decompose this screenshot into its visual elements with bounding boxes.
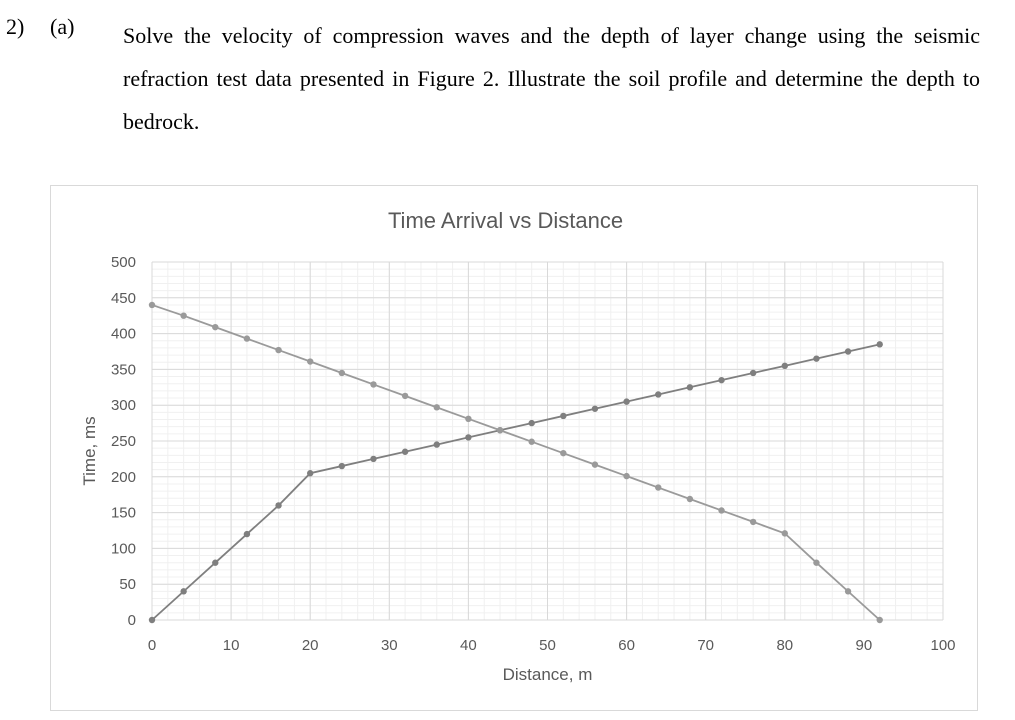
series-1-point xyxy=(465,434,472,441)
series-2-point xyxy=(813,559,820,566)
x-tick-label: 10 xyxy=(223,637,240,654)
series-1-point xyxy=(749,369,757,377)
series-1-point xyxy=(370,455,377,463)
question-text: Solve the velocity of compression waves … xyxy=(123,23,980,134)
series-2-point xyxy=(781,530,788,537)
series-2-point xyxy=(591,461,599,468)
y-tick-label: 150 xyxy=(111,505,136,522)
x-tick-label: 90 xyxy=(856,637,873,654)
x-tick-label: 80 xyxy=(776,637,793,654)
series-1-point xyxy=(528,419,535,427)
question-part: (a) xyxy=(50,14,75,39)
series-2-point xyxy=(496,427,504,434)
y-tick-label: 0 xyxy=(128,612,136,629)
series-2-point xyxy=(307,358,314,365)
series-2-point xyxy=(243,335,251,342)
x-tick-label: 70 xyxy=(697,637,714,654)
series-1-point xyxy=(623,398,630,405)
series-2-point xyxy=(370,381,377,388)
series-1-point xyxy=(655,391,662,398)
series-1-point xyxy=(212,559,219,566)
series-1-point xyxy=(401,448,409,455)
series-1-point xyxy=(718,376,725,384)
series-1-point xyxy=(307,470,314,477)
x-tick-label: 30 xyxy=(381,637,398,654)
question-number: 2) xyxy=(6,14,25,39)
y-tick-label: 100 xyxy=(111,540,136,557)
x-axis-label: Distance, m xyxy=(503,665,593,684)
series-2-point xyxy=(465,415,472,423)
series-1-point xyxy=(275,502,282,509)
series-2-point xyxy=(401,392,409,400)
series-2-point xyxy=(212,323,219,331)
y-tick-label: 250 xyxy=(111,433,136,450)
y-tick-label: 450 xyxy=(111,290,136,307)
time-distance-chart: 0 10 20 30 40 50 60 70 80 90 100 0 50 100 150 200 250 300… xyxy=(80,208,956,684)
series-2-point xyxy=(560,449,567,457)
series-2-point xyxy=(655,484,662,491)
x-tick-label: 50 xyxy=(539,637,556,654)
series-2-point xyxy=(433,404,440,411)
chart-title: Time Arrival vs Distance xyxy=(388,208,623,233)
y-tick-label: 500 xyxy=(111,254,136,271)
series-1-point xyxy=(148,616,156,624)
x-tick-label: 60 xyxy=(618,637,635,654)
x-tick-label: 100 xyxy=(930,637,955,654)
x-tick-label: 20 xyxy=(302,637,319,654)
series-2-point xyxy=(180,312,187,319)
series-1-point xyxy=(560,412,567,420)
series-1-point xyxy=(180,588,187,595)
series-2-point xyxy=(686,495,694,503)
series-2-point xyxy=(718,507,725,514)
series-2-point xyxy=(749,518,757,526)
series-2-line xyxy=(151,304,881,621)
y-tick-label: 300 xyxy=(111,397,136,414)
series-1-point xyxy=(243,530,251,538)
chart-frame: 0 10 20 30 40 50 60 70 80 90 100 0 50 100 150 200 250 300… xyxy=(50,185,978,711)
series-2-point xyxy=(338,369,346,377)
series-1-point xyxy=(686,384,694,391)
series-1-point xyxy=(813,355,820,362)
y-tick-label: 350 xyxy=(111,361,136,378)
series-2-point xyxy=(528,438,535,445)
y-axis-label: Time, ms xyxy=(80,416,99,485)
series-2-point xyxy=(275,346,282,354)
series-2-point xyxy=(148,301,156,309)
series-1-point xyxy=(338,462,346,470)
series-2-point xyxy=(844,588,852,595)
y-tick-label: 400 xyxy=(111,326,136,343)
series-1-line xyxy=(151,343,880,621)
series-1-point xyxy=(591,405,599,412)
series-1-point xyxy=(781,362,788,370)
y-tick-label: 50 xyxy=(119,576,136,593)
x-tick-label: 40 xyxy=(460,637,477,654)
series-2-point xyxy=(623,472,630,480)
y-tick-label: 200 xyxy=(111,469,136,486)
series-1-point xyxy=(876,341,883,348)
x-tick-label: 0 xyxy=(148,637,156,654)
series-2-point xyxy=(876,616,883,624)
series-1-point xyxy=(844,348,852,355)
series-1-point xyxy=(433,441,440,448)
